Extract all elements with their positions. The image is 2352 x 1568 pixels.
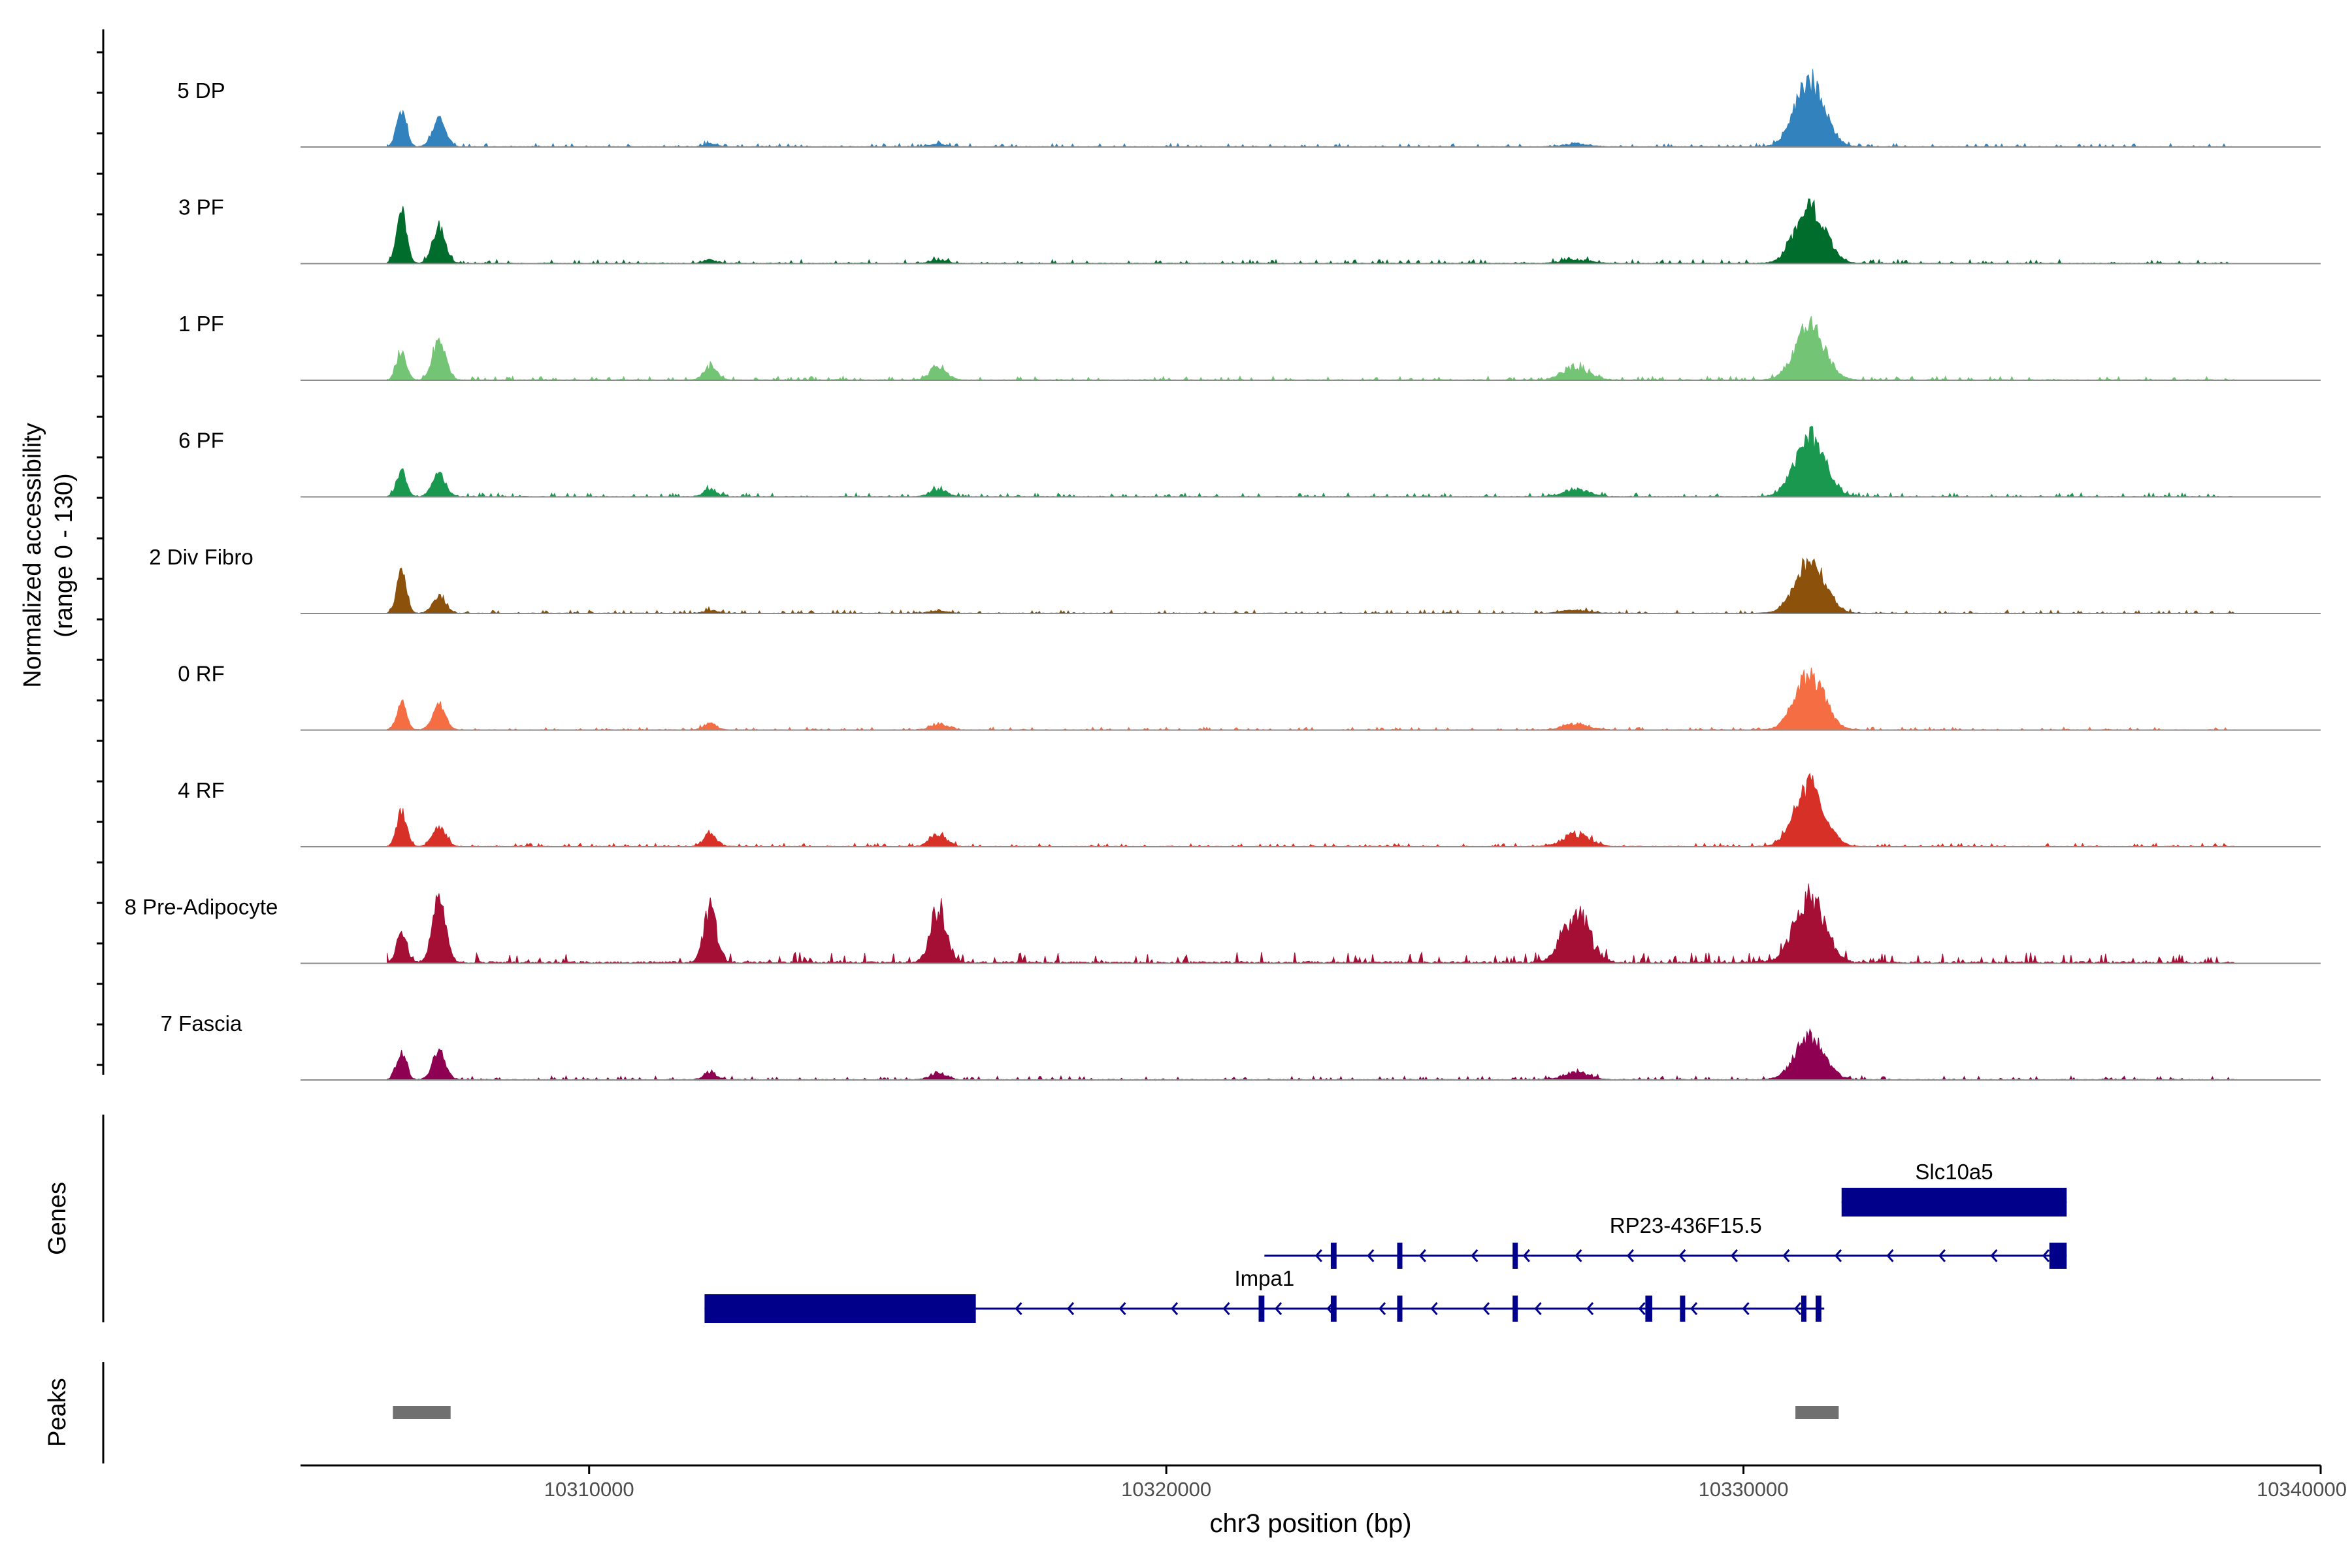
gene-exon <box>1841 1188 2067 1217</box>
coverage-track-label: 8 Pre-Adipocyte <box>125 895 278 919</box>
coverage-track-label: 7 Fascia <box>161 1011 242 1036</box>
coverage-track-area <box>387 426 2234 498</box>
gene-exon <box>1645 1296 1652 1322</box>
coverage-track-area <box>387 198 2234 265</box>
gene-strand-arrow <box>1834 1249 1842 1262</box>
peak-regions <box>393 1406 1839 1419</box>
gene-exon <box>1330 1243 1337 1269</box>
x-axis-tick-label: 10340000 <box>2257 1478 2347 1501</box>
gene-strand-arrow <box>1015 1302 1022 1315</box>
x-axis-tick-label: 10330000 <box>1699 1478 1789 1501</box>
gene-strand-arrow <box>1690 1302 1698 1315</box>
gene-strand-arrow <box>1730 1249 1739 1262</box>
gene-strand-arrow <box>1742 1302 1750 1315</box>
coverage-track-area <box>387 668 2234 731</box>
gene-strand-arrow <box>1794 1302 1802 1315</box>
coverage-track-label: 1 PF <box>178 312 224 336</box>
gene-exon <box>1330 1296 1337 1322</box>
coverage-track-area <box>387 316 2234 382</box>
coverage-axis <box>97 29 105 1075</box>
coverage-track-area <box>387 772 2234 848</box>
coverage-y-axis-label: Normalized accessibility <box>19 423 46 687</box>
gene-strand-arrow <box>1886 1249 1894 1262</box>
coverage-track-area <box>387 557 2234 614</box>
gene-strand-arrow <box>1471 1249 1478 1262</box>
gene-strand-arrow <box>1990 1249 1998 1262</box>
gene-strand-arrow <box>1066 1302 1075 1315</box>
coverage-track-label: 3 PF <box>178 195 224 220</box>
x-axis-label: chr3 position (bp) <box>1209 1509 1411 1538</box>
gene-name-label: Impa1 <box>1234 1266 1294 1290</box>
gene-strand-arrow <box>1534 1302 1542 1315</box>
peaks-panel-label: Peaks <box>44 1378 71 1447</box>
gene-strand-arrow <box>1315 1249 1322 1262</box>
coverage-track-label: 6 PF <box>178 429 224 453</box>
x-axis-tick-label: 10310000 <box>544 1478 634 1501</box>
coverage-track-area <box>387 69 2234 148</box>
coverage-y-axis-range-label: (range 0 - 130) <box>50 473 78 637</box>
gene-exon <box>1512 1296 1518 1322</box>
coverage-track-label: 5 DP <box>177 78 225 103</box>
gene-strand-arrow <box>1367 1249 1375 1262</box>
gene-strand-arrow <box>1626 1249 1635 1262</box>
gene-name-label: RP23-436F15.5 <box>1610 1213 1762 1237</box>
gene-strand-arrow <box>1274 1302 1282 1315</box>
gene-annotations: Slc10a5 RP23-436F15.5 Impa1 <box>704 1160 2067 1323</box>
gene-exon <box>1512 1243 1518 1269</box>
x-axis: 10310000 10320000 10330000 10340000 <box>301 1464 2347 1501</box>
gene-exon <box>1680 1296 1686 1322</box>
coverage-track-area <box>387 883 2234 965</box>
gene-exon <box>1816 1296 1821 1322</box>
coverage-tracks: 5 DP 3 PF 1 PF 6 PF 2 Div Fibro 0 RF 4 RF 8 Pre… <box>125 69 2321 1081</box>
gene-strand-arrow <box>1482 1302 1490 1315</box>
coverage-track-area <box>387 1028 2234 1081</box>
gene-strand-arrow <box>1782 1249 1790 1262</box>
gene-exon <box>704 1294 976 1323</box>
gene-strand-arrow <box>1119 1302 1126 1315</box>
gene-exon <box>1397 1243 1403 1269</box>
coverage-track-label: 2 Div Fibro <box>149 545 253 569</box>
gene-strand-arrow <box>1430 1302 1438 1315</box>
gene-name-label: Slc10a5 <box>1915 1160 1993 1184</box>
gene-strand-arrow <box>1575 1249 1582 1262</box>
x-axis-tick-label: 10320000 <box>1121 1478 1211 1501</box>
gene-strand-arrow <box>1222 1302 1230 1315</box>
gene-strand-arrow <box>1418 1249 1426 1262</box>
genes-panel-label: Genes <box>44 1182 71 1255</box>
gene-strand-arrow <box>1586 1302 1594 1315</box>
gene-exon <box>1258 1296 1265 1322</box>
gene-strand-arrow <box>1678 1249 1686 1262</box>
gene-exon <box>1801 1296 1806 1322</box>
peak-region-bar <box>1795 1406 1839 1419</box>
gene-strand-arrow <box>1379 1302 1386 1315</box>
gene-exon <box>2049 1243 2067 1269</box>
gene-strand-arrow <box>1170 1302 1179 1315</box>
peak-region-bar <box>393 1406 451 1419</box>
gene-strand-arrow <box>1638 1302 1646 1315</box>
gene-strand-arrow <box>1938 1249 1946 1262</box>
gene-strand-arrow <box>1522 1249 1530 1262</box>
coverage-track-label: 0 RF <box>178 662 225 686</box>
gene-exon <box>1397 1296 1403 1322</box>
gene-strand-arrow <box>2042 1249 2050 1262</box>
coverage-track-label: 4 RF <box>178 778 225 802</box>
